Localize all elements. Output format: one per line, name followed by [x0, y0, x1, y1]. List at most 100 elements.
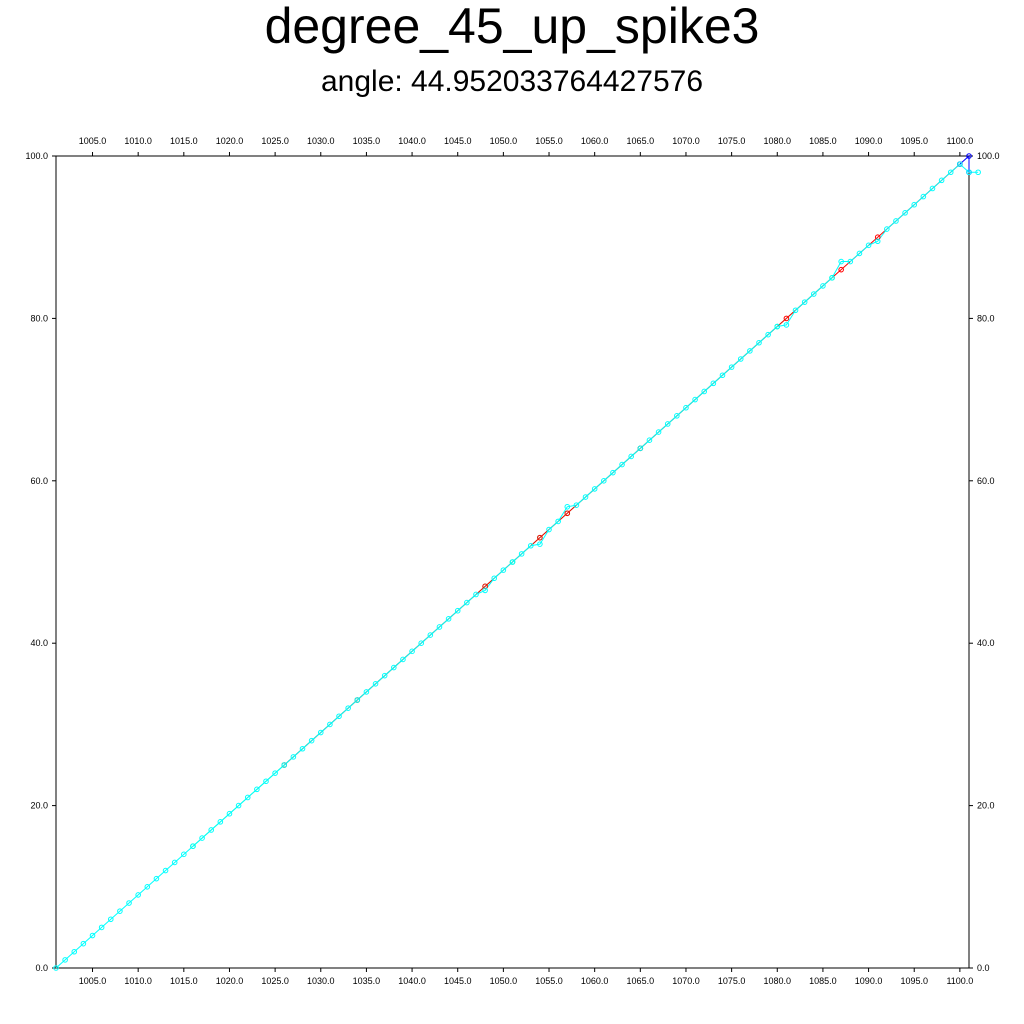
- x-tick-label-top: 1100.0: [946, 136, 973, 146]
- data-point: [893, 218, 899, 224]
- x-tick-label-top: 1075.0: [718, 136, 746, 146]
- x-tick-label: 1025.0: [261, 976, 289, 986]
- data-point: [208, 827, 215, 833]
- data-point: [135, 892, 141, 898]
- x-tick-label-top: 1045.0: [444, 136, 472, 146]
- x-tick-label-top: 1070.0: [672, 136, 700, 146]
- data-point: [765, 331, 771, 338]
- data-point: [89, 932, 96, 939]
- data-point: [500, 567, 507, 573]
- x-tick-label: 1045.0: [444, 976, 472, 986]
- data-point: [126, 900, 132, 906]
- x-tick-label: 1100.0: [946, 976, 973, 986]
- x-tick-label: 1095.0: [900, 976, 928, 986]
- data-point: [235, 802, 242, 809]
- x-tick-label: 1070.0: [672, 976, 700, 986]
- y-tick-label-right: 0.0: [977, 963, 990, 973]
- x-tick-label: 1060.0: [581, 976, 609, 986]
- data-point: [482, 587, 488, 594]
- data-point: [847, 258, 854, 265]
- data-point: [628, 453, 634, 460]
- data-point: [491, 575, 498, 582]
- data-point: [838, 258, 844, 265]
- data-point: [774, 323, 781, 330]
- data-point: [966, 153, 972, 159]
- data-point: [217, 819, 224, 825]
- data-point: [838, 266, 844, 273]
- data-point: [254, 786, 260, 793]
- chart-title: degree_45_up_spike3: [264, 0, 760, 54]
- x-tick-label-top: 1040.0: [398, 136, 426, 146]
- x-tick-label-top: 1060.0: [581, 136, 609, 146]
- y-tick-label: 60.0: [30, 476, 48, 486]
- data-point: [874, 234, 881, 240]
- data-point: [929, 185, 936, 192]
- x-tick-label-top: 1025.0: [261, 136, 289, 146]
- data-point: [445, 616, 452, 622]
- x-tick-label-top: 1005.0: [79, 136, 107, 146]
- x-tick-label-top: 1010.0: [124, 136, 152, 146]
- y-tick-label: 80.0: [30, 313, 48, 323]
- data-point: [555, 518, 561, 525]
- data-point: [573, 502, 580, 508]
- chart-marks: [53, 153, 981, 971]
- data-point: [281, 762, 288, 768]
- x-tick-label-top: 1090.0: [855, 136, 883, 146]
- data-point: [801, 299, 808, 305]
- data-point: [674, 413, 680, 419]
- x-tick-label: 1015.0: [170, 976, 198, 986]
- data-point: [244, 794, 251, 801]
- data-point: [363, 689, 370, 695]
- data-point: [272, 770, 278, 776]
- data-point: [783, 322, 790, 328]
- data-point: [391, 664, 397, 671]
- data-point: [747, 348, 753, 354]
- data-point: [591, 486, 598, 492]
- x-tick-label: 1080.0: [764, 976, 792, 986]
- data-point: [162, 867, 169, 874]
- data-point: [62, 957, 68, 963]
- data-point: [957, 161, 963, 167]
- data-point: [938, 177, 945, 184]
- y-tick-label: 0.0: [35, 963, 48, 973]
- data-point: [637, 445, 644, 452]
- data-point: [947, 169, 954, 176]
- data-point: [144, 884, 151, 890]
- data-point: [537, 534, 543, 541]
- x-tick-label-top: 1020.0: [216, 136, 244, 146]
- data-point: [464, 599, 470, 606]
- data-point: [290, 754, 297, 760]
- y-tick-label-right: 80.0: [977, 313, 995, 323]
- data-point: [564, 510, 571, 517]
- x-tick-label: 1050.0: [490, 976, 518, 986]
- data-point: [728, 364, 735, 370]
- data-point: [966, 169, 972, 176]
- data-point: [564, 503, 571, 510]
- data-point: [829, 275, 835, 281]
- data-point: [902, 210, 908, 216]
- x-tick-label: 1010.0: [124, 976, 152, 986]
- data-point: [317, 729, 324, 736]
- x-tick-label: 1040.0: [398, 976, 426, 986]
- data-point: [737, 356, 744, 362]
- y-tick-label: 20.0: [30, 801, 48, 811]
- data-point: [975, 169, 981, 176]
- data-point: [884, 226, 890, 232]
- data-point: [792, 307, 799, 314]
- data-point: [199, 835, 205, 841]
- data-point: [610, 469, 616, 476]
- data-point: [299, 745, 306, 752]
- data-point: [107, 916, 114, 923]
- data-point: [537, 541, 543, 547]
- data-point: [345, 705, 351, 711]
- x-tick-label-top: 1035.0: [353, 136, 381, 146]
- x-tick-label: 1020.0: [216, 976, 244, 986]
- x-tick-label: 1055.0: [535, 976, 563, 986]
- x-tick-label-top: 1095.0: [900, 136, 928, 146]
- data-point: [181, 851, 187, 858]
- data-point: [400, 656, 406, 663]
- y-tick-label-right: 40.0: [977, 638, 995, 648]
- axis-ticks: 1005.0 1005.0 1010.0 1010.0 1015.0 1015.0 1020…: [25, 136, 999, 986]
- x-tick-label-top: 1065.0: [627, 136, 655, 146]
